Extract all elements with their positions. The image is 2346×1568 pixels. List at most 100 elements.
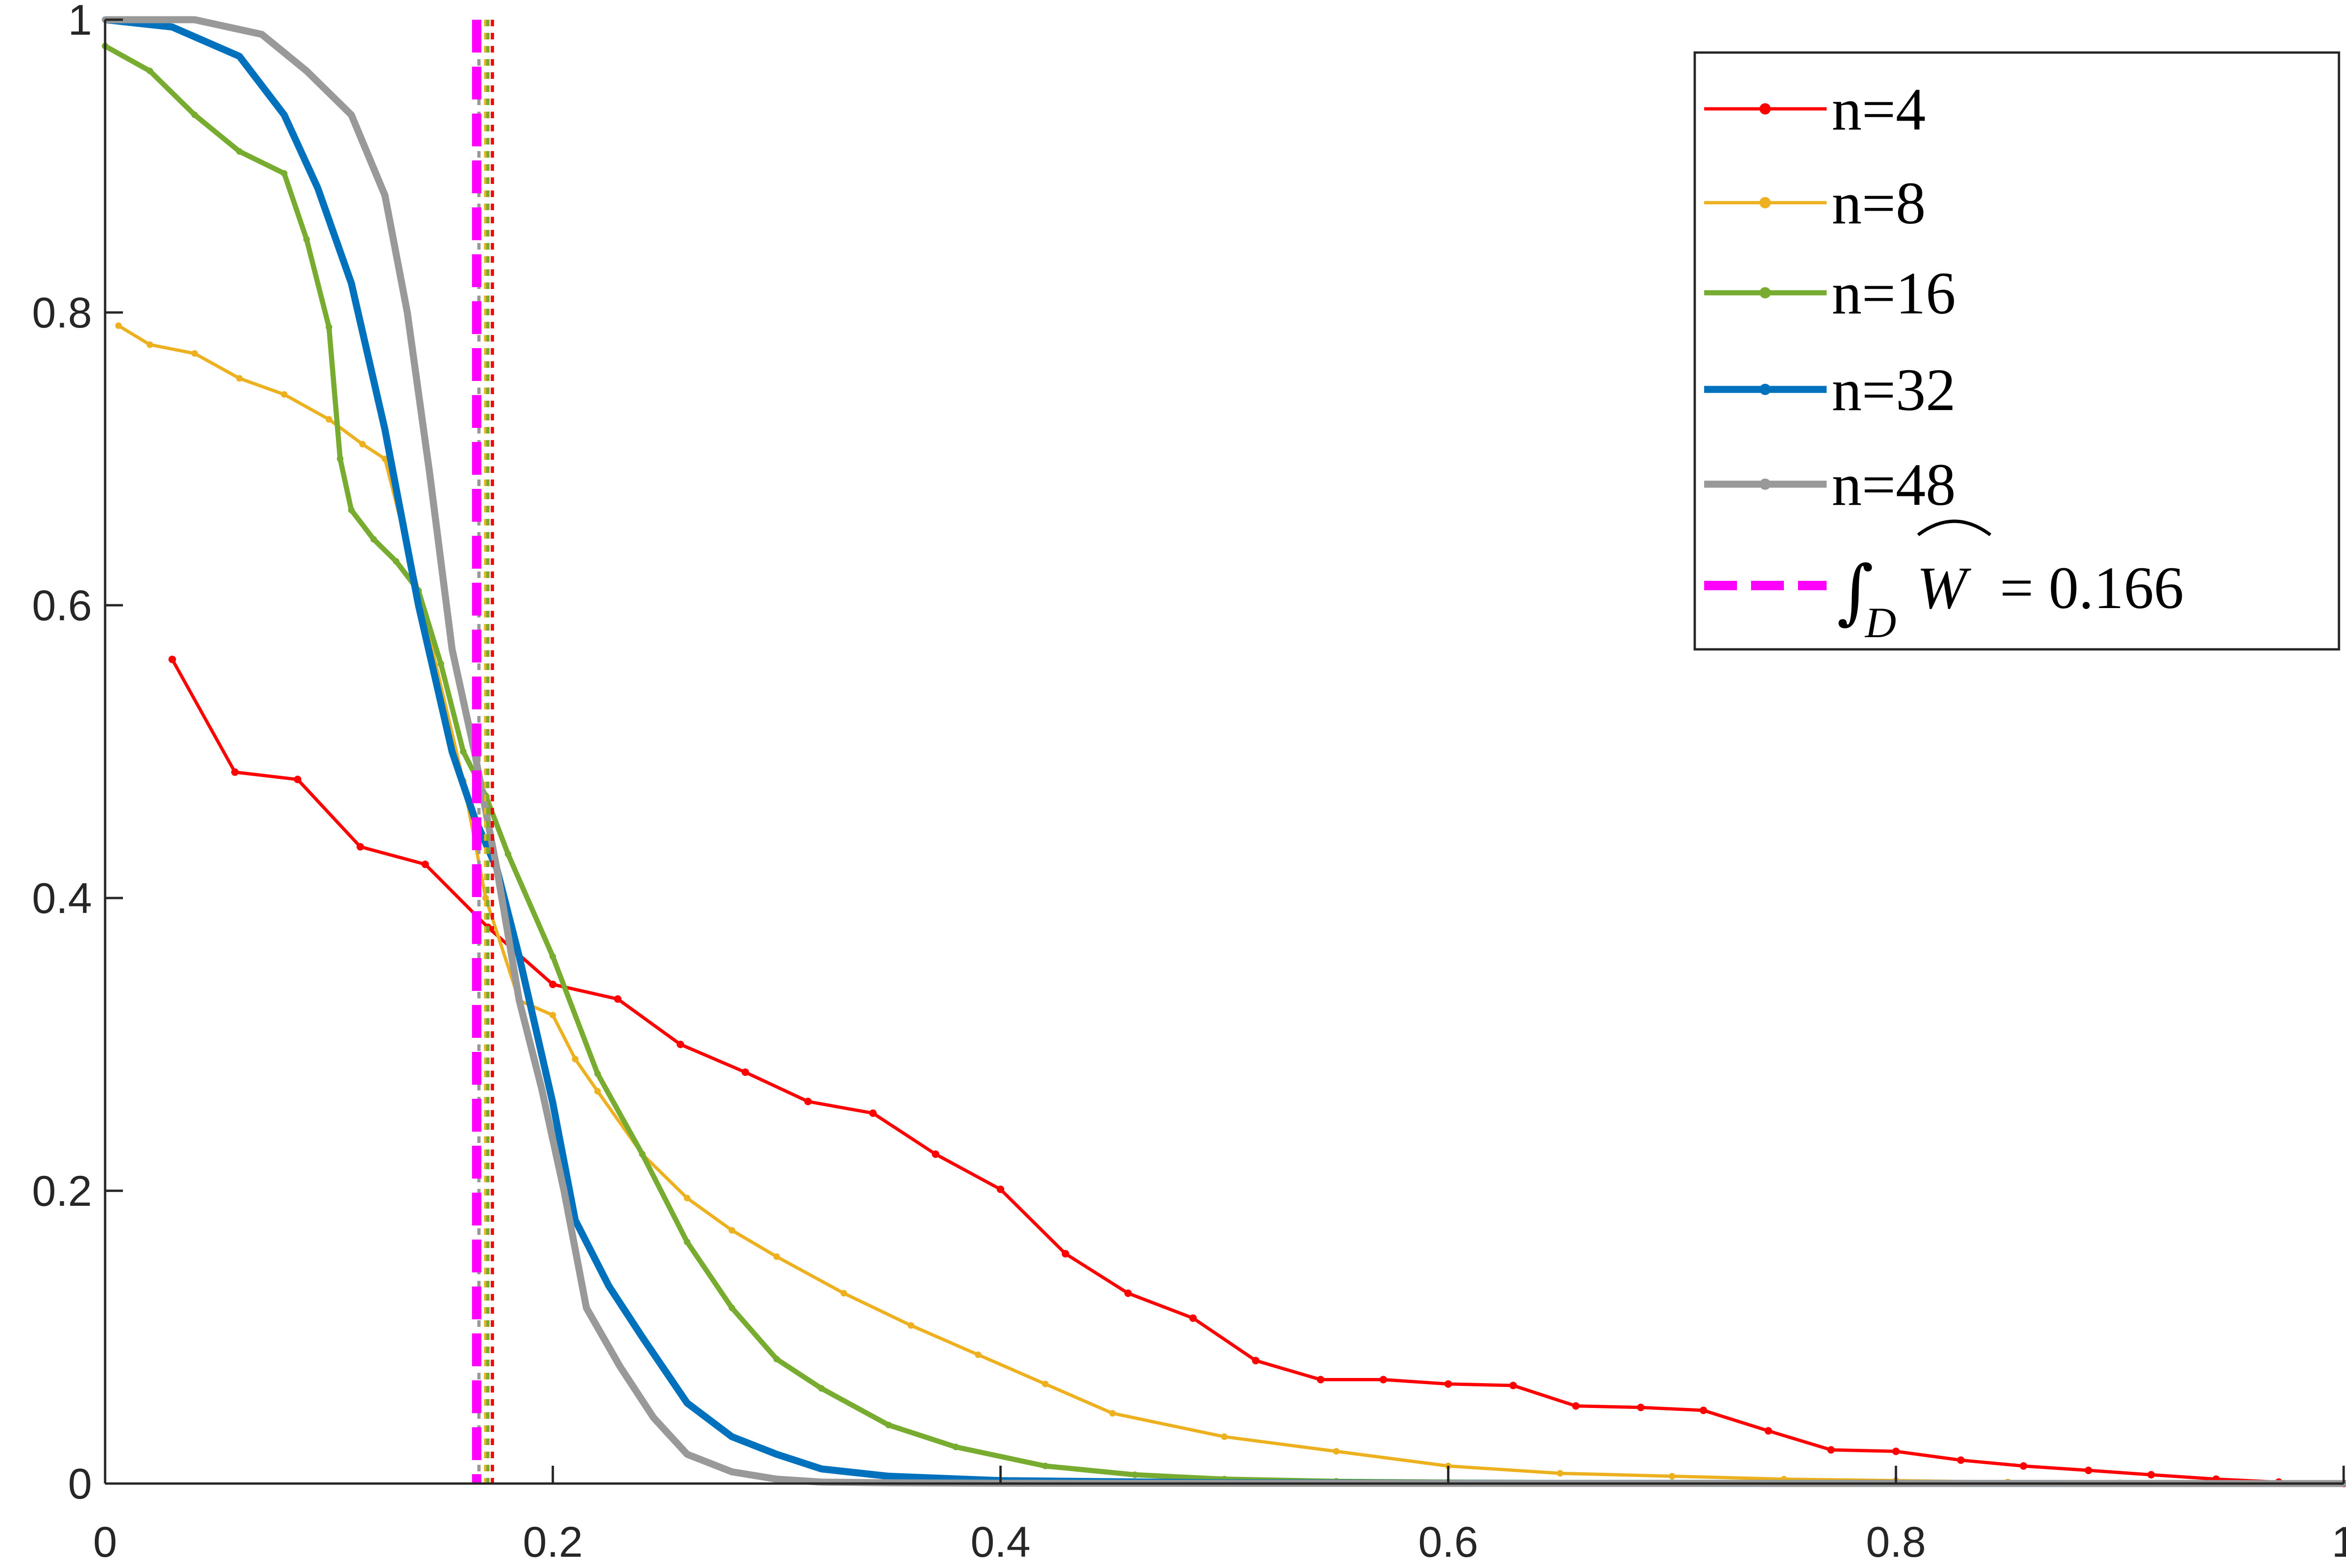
- series-3-point: [952, 1444, 959, 1450]
- series-4-point: [818, 1465, 825, 1472]
- axes: 00 0.2 0.2 0.4 0.4 0.6 0.6 0.8 0.8 1 1: [32, 0, 2346, 1566]
- series-2-point: [571, 1056, 579, 1063]
- series-5-point: [449, 646, 456, 653]
- series-4-point: [314, 184, 321, 191]
- series-3-point: [885, 1422, 892, 1429]
- series-1-point: [1892, 1447, 1900, 1455]
- series-1-point: [1957, 1456, 1965, 1464]
- legend-label: n=32: [1832, 357, 1956, 423]
- x-tick-label: 0.6: [1418, 1518, 1478, 1566]
- legend-label: = 0.166: [2000, 555, 2184, 621]
- series-5-point: [348, 111, 355, 118]
- legend-swatch-marker: [1760, 103, 1771, 114]
- series-1-point: [1637, 1403, 1645, 1411]
- legend: n=4 n=8 n=16 n=32 n=48∫DW = 0.166: [1693, 51, 2340, 651]
- x-tick-label: 0.4: [970, 1518, 1030, 1566]
- integral-subscript-d: D: [1864, 599, 1896, 647]
- y-tick-label: 0.2: [32, 1167, 92, 1215]
- series-3-point: [818, 1385, 825, 1392]
- series-1-point: [932, 1150, 940, 1158]
- series-1-point: [741, 1068, 749, 1076]
- series-2-point: [773, 1253, 780, 1260]
- series-1-point: [1189, 1314, 1197, 1322]
- series-1-point: [2085, 1466, 2093, 1474]
- series-1-point: [1379, 1376, 1387, 1384]
- hat-accent: [1917, 519, 1992, 536]
- series-2-point: [684, 1195, 691, 1202]
- series-5-point: [404, 309, 411, 316]
- series-3-point: [773, 1355, 780, 1362]
- series-1-point: [2147, 1471, 2155, 1479]
- series-5-point: [561, 1187, 568, 1194]
- y-tick-label: 1: [68, 0, 92, 44]
- series-1-point: [356, 843, 364, 851]
- series-5-point: [773, 1476, 780, 1483]
- legend-label: n=8: [1832, 170, 1926, 236]
- series-1-point: [869, 1109, 877, 1117]
- legend-label: n=16: [1832, 260, 1956, 327]
- series-5-point: [684, 1451, 691, 1458]
- legend-box: [1693, 51, 2340, 651]
- series-3-point: [460, 748, 467, 755]
- series-5-point: [617, 1363, 624, 1370]
- series-1-point: [1124, 1289, 1132, 1297]
- series-4-point: [639, 1334, 646, 1340]
- series-3-point: [728, 1304, 735, 1311]
- legend-swatch-marker: [1760, 479, 1771, 490]
- series-5-point: [538, 1085, 545, 1092]
- series-2-point: [907, 1322, 914, 1329]
- x-tick-label: 0.8: [1866, 1518, 1926, 1566]
- series-1-point: [1444, 1380, 1452, 1388]
- series-2-point: [359, 441, 366, 448]
- series-2-point: [1109, 1410, 1116, 1417]
- series-1-point: [1699, 1407, 1707, 1414]
- series-2-point: [840, 1290, 847, 1297]
- legend-label: n=48: [1832, 451, 1956, 518]
- series-5-point: [516, 997, 523, 1004]
- series-3-point: [639, 1151, 646, 1157]
- legend-swatch-marker: [1760, 384, 1771, 395]
- y-tick-label: 0.4: [32, 875, 92, 922]
- series-5-point: [650, 1414, 657, 1421]
- x-tick-label: 1: [2331, 1518, 2346, 1566]
- series-4-point: [449, 748, 456, 755]
- series-3-point: [1042, 1462, 1049, 1469]
- series-1-point: [231, 768, 239, 776]
- series-1-point: [549, 981, 557, 989]
- series-4-point: [571, 1217, 579, 1224]
- series-4-point: [773, 1451, 780, 1458]
- series-2-point: [482, 895, 489, 901]
- legend-label: n=4: [1832, 76, 1926, 143]
- series-3-point: [504, 851, 511, 858]
- series-1-point: [1252, 1356, 1260, 1364]
- series-1-point: [2019, 1462, 2027, 1470]
- integral-sign: ∫: [1837, 551, 1874, 632]
- series-5-point: [191, 16, 198, 23]
- series-3-point: [336, 456, 343, 462]
- series-4-point: [516, 953, 523, 960]
- vertical-reference-lines: [472, 20, 494, 1484]
- series-4-point: [348, 280, 355, 287]
- legend-swatch-marker: [1760, 197, 1771, 208]
- y-tick-label: 0.6: [32, 582, 92, 630]
- integral-w-hat-symbol: ∫DW: [1837, 519, 1992, 647]
- series-1-point: [997, 1185, 1005, 1193]
- series-2-point: [1221, 1433, 1228, 1440]
- series-5-point: [426, 470, 433, 477]
- series-4-point: [885, 1473, 892, 1480]
- series-2-point: [1668, 1473, 1676, 1480]
- y-tick-label: 0.8: [32, 289, 92, 337]
- series-5-point: [493, 865, 500, 872]
- x-tick-label: 0: [93, 1518, 117, 1566]
- series-1-point: [1764, 1427, 1772, 1435]
- series-3-point: [146, 68, 153, 75]
- series-4-point: [605, 1282, 612, 1289]
- series-2-point: [549, 1012, 556, 1019]
- series-3-point: [1131, 1471, 1138, 1478]
- series-5-point: [258, 31, 265, 38]
- series-2-point: [975, 1351, 982, 1358]
- series-3-point: [594, 1070, 601, 1077]
- series-1-point: [421, 860, 429, 868]
- series-4-point: [281, 111, 288, 118]
